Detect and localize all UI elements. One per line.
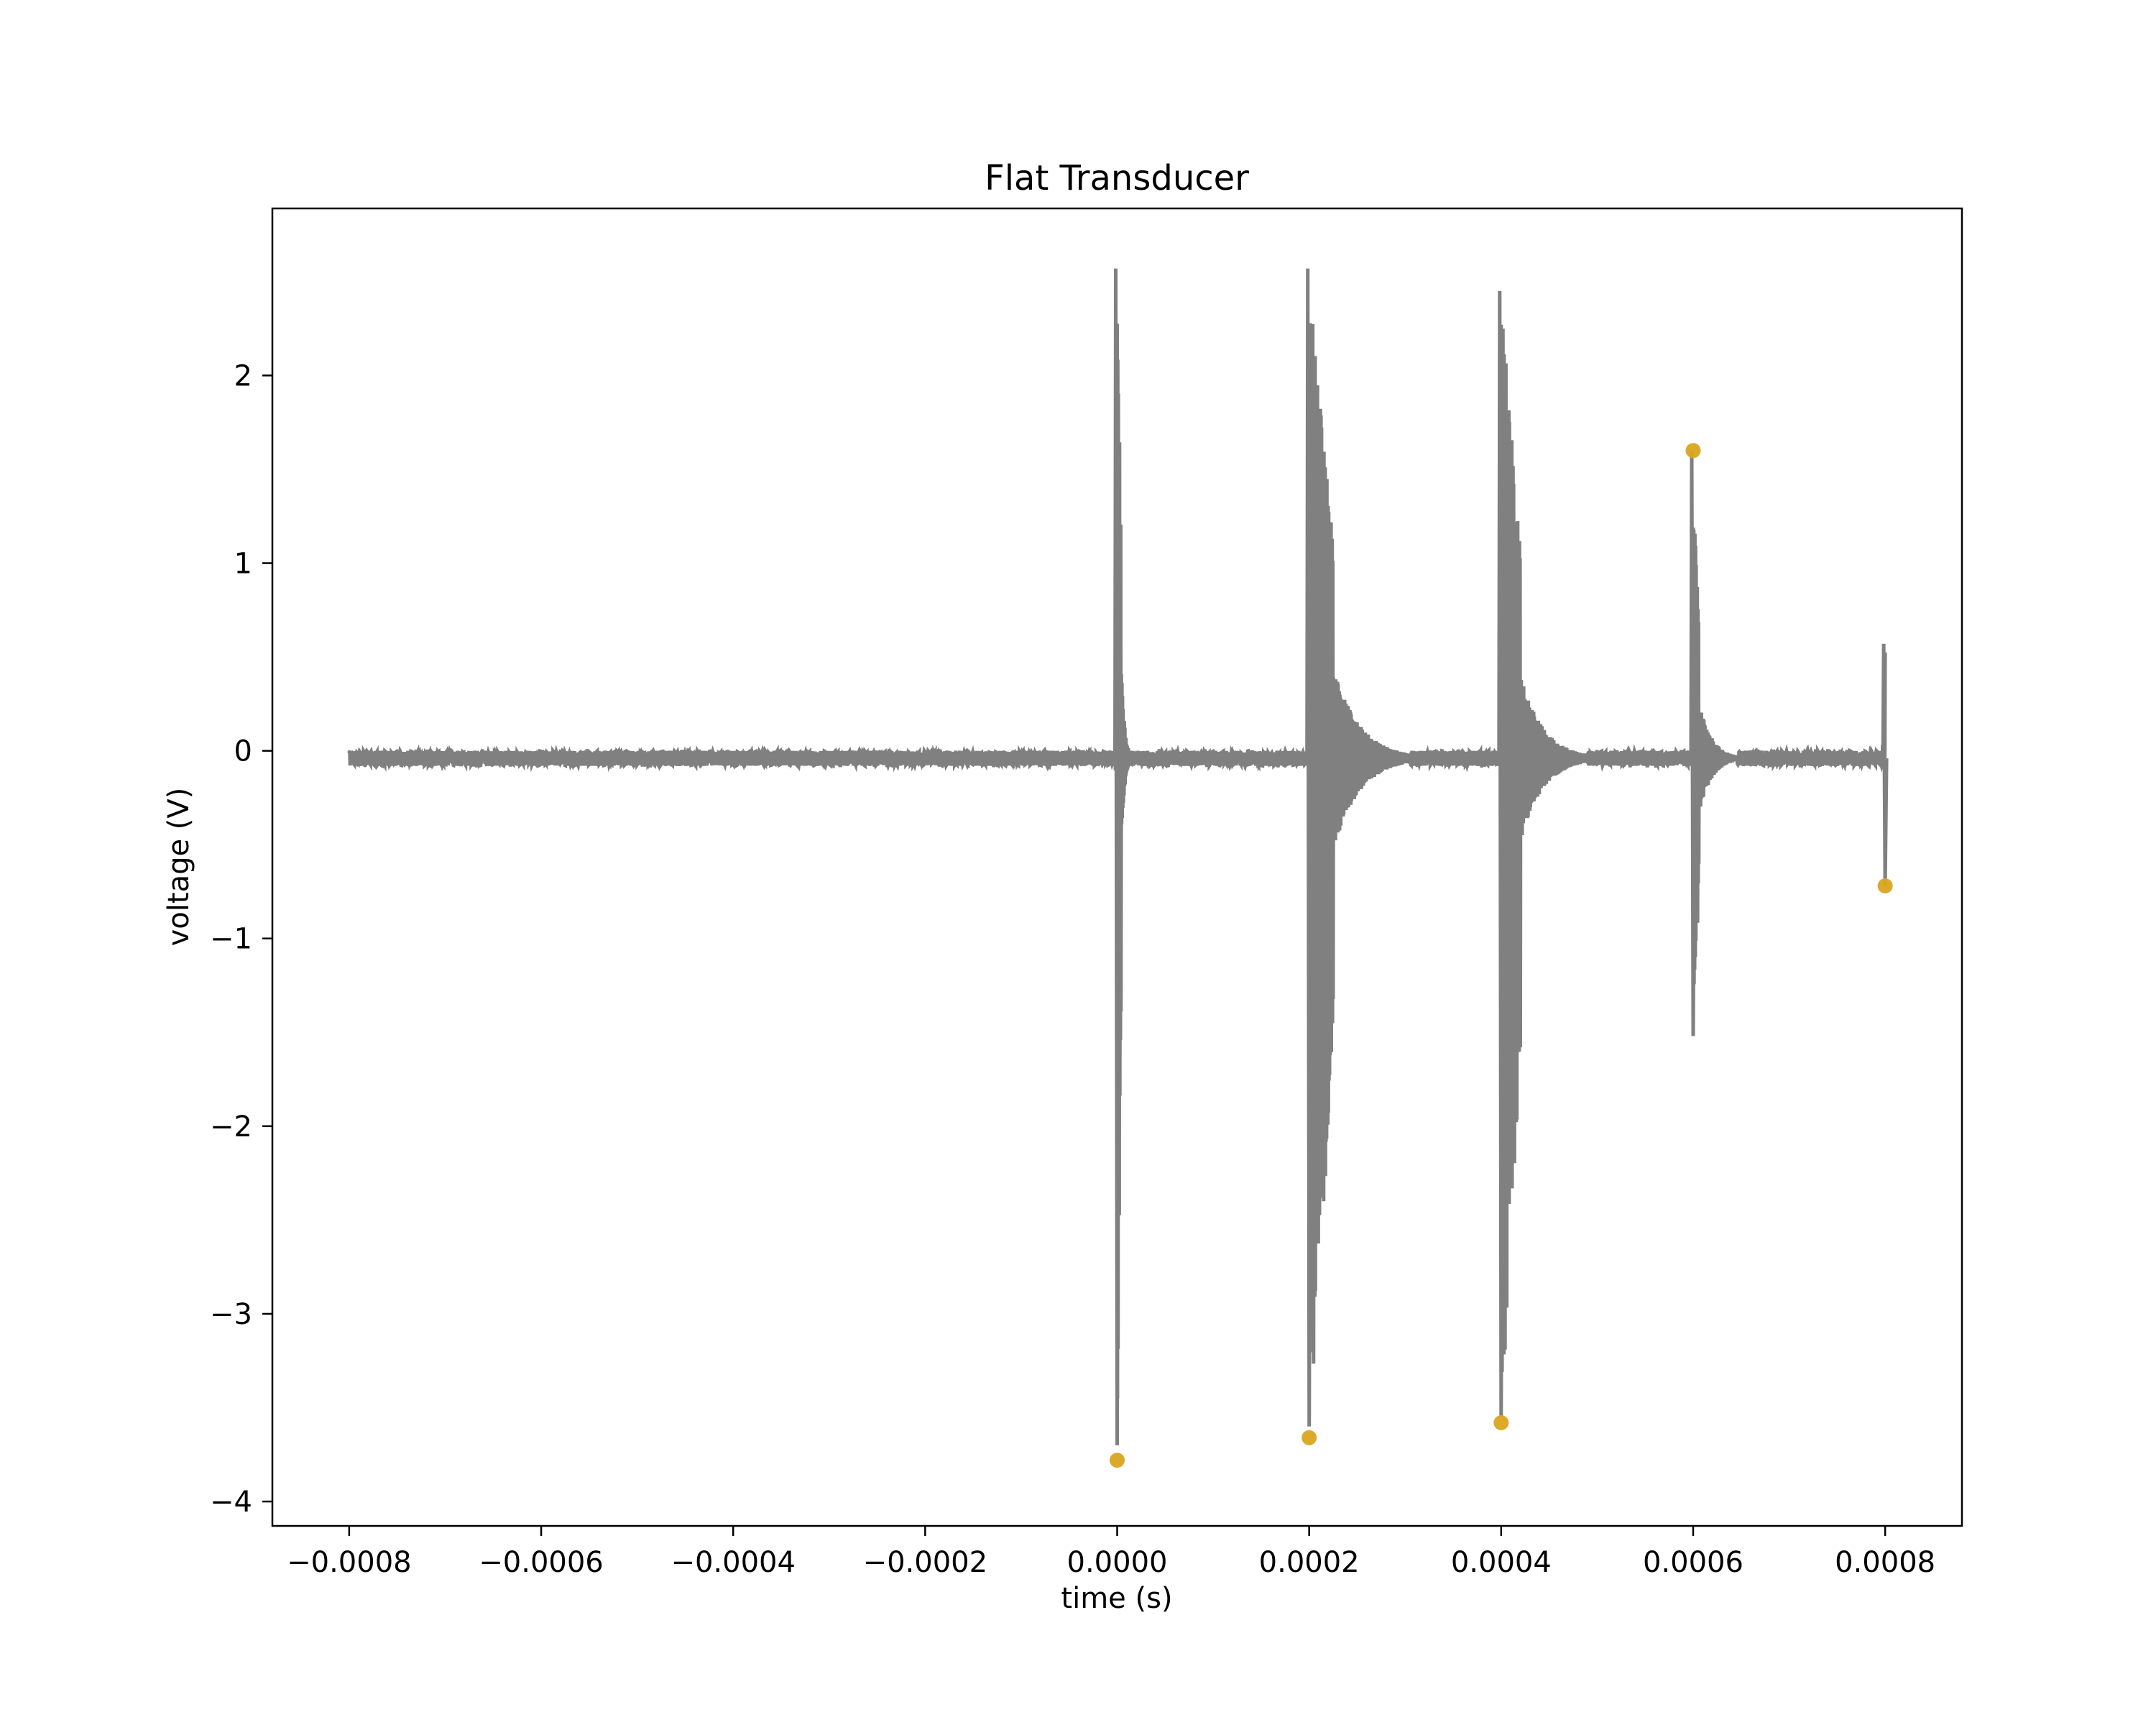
x-tick-label: −0.0002 xyxy=(863,1546,987,1579)
x-tick-label: 0.0000 xyxy=(1067,1546,1168,1579)
y-tick-label: −2 xyxy=(210,1110,252,1144)
peak-marker xyxy=(1302,1430,1317,1445)
x-tick-label: −0.0008 xyxy=(287,1546,411,1579)
x-tick-label: −0.0006 xyxy=(479,1546,603,1579)
y-tick-label: −4 xyxy=(210,1486,252,1519)
x-axis-label: time (s) xyxy=(1061,1582,1172,1615)
peak-marker xyxy=(1493,1414,1509,1430)
x-tick-label: 0.0006 xyxy=(1643,1546,1743,1579)
peak-marker xyxy=(1110,1453,1125,1468)
y-tick-label: −1 xyxy=(210,923,252,956)
y-tick-label: 1 xyxy=(234,548,252,581)
y-axis: 2 1 0 −1 −2 −3 −4 xyxy=(210,359,272,1519)
y-tick-label: −3 xyxy=(210,1298,252,1331)
y-tick-label: 2 xyxy=(234,359,252,392)
signal-layer xyxy=(347,268,1889,1445)
peak-marker xyxy=(1877,878,1893,894)
peaks-layer xyxy=(1110,443,1893,1468)
y-tick-label: 0 xyxy=(234,735,252,768)
y-axis-label: voltage (V) xyxy=(162,788,195,947)
chart-title: Flat Transducer xyxy=(985,158,1249,198)
x-axis: −0.0008 −0.0006 −0.0004 −0.0002 0.0000 0.0002… xyxy=(287,1526,1935,1579)
x-tick-label: −0.0004 xyxy=(671,1546,795,1579)
peak-marker xyxy=(1685,443,1701,459)
x-tick-label: 0.0008 xyxy=(1835,1546,1935,1579)
x-tick-label: 0.0002 xyxy=(1259,1546,1360,1579)
signal-trace xyxy=(347,268,1889,1445)
x-tick-label: 0.0004 xyxy=(1451,1546,1552,1579)
